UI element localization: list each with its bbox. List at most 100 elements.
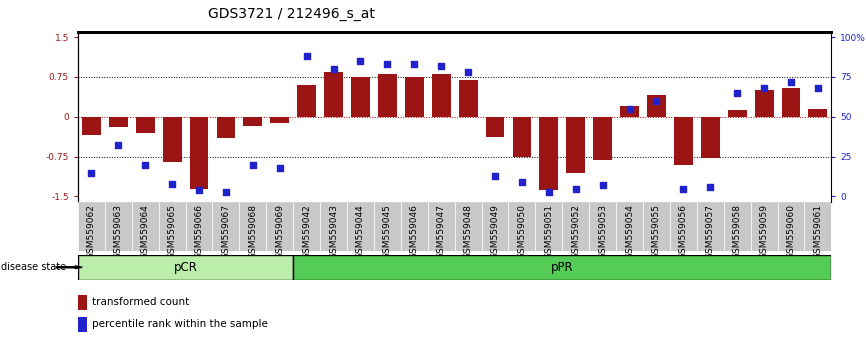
- Point: [85, 170, 99, 175]
- Bar: [513, 117, 532, 156]
- Bar: [212, 202, 239, 251]
- Text: GSM559043: GSM559043: [329, 204, 338, 259]
- Point: [219, 189, 233, 194]
- Bar: [294, 202, 320, 251]
- Bar: [589, 202, 616, 251]
- Text: disease state: disease state: [1, 262, 66, 272]
- Text: GSM559054: GSM559054: [625, 204, 634, 259]
- Bar: [294, 255, 831, 280]
- Point: [300, 53, 313, 59]
- Bar: [78, 202, 105, 251]
- Bar: [481, 202, 508, 251]
- Bar: [566, 117, 585, 172]
- Bar: [267, 202, 294, 251]
- Bar: [754, 90, 773, 117]
- Text: GSM559061: GSM559061: [813, 204, 823, 259]
- Bar: [185, 202, 212, 251]
- Bar: [751, 202, 778, 251]
- Point: [165, 181, 179, 187]
- Bar: [78, 295, 87, 310]
- Bar: [674, 117, 693, 165]
- Bar: [459, 80, 477, 117]
- Text: GSM559052: GSM559052: [572, 204, 580, 259]
- Text: pPR: pPR: [551, 261, 573, 274]
- Bar: [701, 117, 720, 158]
- Text: GSM559063: GSM559063: [113, 204, 123, 259]
- Text: percentile rank within the sample: percentile rank within the sample: [92, 319, 268, 329]
- Text: GSM559055: GSM559055: [652, 204, 661, 259]
- Bar: [455, 202, 481, 251]
- Bar: [78, 317, 87, 332]
- Point: [407, 62, 421, 67]
- Bar: [670, 202, 697, 251]
- Bar: [727, 110, 746, 117]
- Bar: [809, 109, 827, 117]
- Point: [596, 183, 610, 188]
- Point: [246, 162, 260, 167]
- Point: [784, 79, 798, 85]
- Point: [515, 179, 529, 185]
- Bar: [562, 202, 589, 251]
- Bar: [158, 202, 185, 251]
- Point: [192, 187, 206, 193]
- Bar: [778, 202, 805, 251]
- Bar: [324, 72, 343, 117]
- Bar: [351, 77, 370, 117]
- Point: [703, 184, 717, 190]
- Bar: [216, 117, 236, 138]
- Text: GSM559059: GSM559059: [759, 204, 769, 259]
- Text: GSM559062: GSM559062: [87, 204, 96, 259]
- Bar: [243, 117, 262, 126]
- Point: [488, 173, 502, 178]
- Point: [462, 69, 475, 75]
- Bar: [805, 202, 831, 251]
- Text: GSM559069: GSM559069: [275, 204, 284, 259]
- Text: GSM559056: GSM559056: [679, 204, 688, 259]
- Point: [757, 85, 771, 91]
- Point: [730, 90, 744, 96]
- Text: transformed count: transformed count: [92, 297, 189, 307]
- Text: GSM559045: GSM559045: [383, 204, 392, 259]
- Bar: [374, 202, 401, 251]
- Bar: [401, 202, 428, 251]
- Bar: [163, 117, 182, 162]
- Text: GSM559058: GSM559058: [733, 204, 741, 259]
- Bar: [82, 117, 100, 135]
- Bar: [132, 202, 158, 251]
- Bar: [697, 202, 724, 251]
- Point: [380, 62, 394, 67]
- Point: [326, 66, 340, 72]
- Bar: [297, 85, 316, 117]
- Bar: [508, 202, 535, 251]
- Bar: [405, 77, 423, 117]
- Text: GDS3721 / 212496_s_at: GDS3721 / 212496_s_at: [208, 7, 375, 21]
- Point: [811, 85, 824, 91]
- Bar: [136, 117, 155, 133]
- Point: [542, 189, 556, 194]
- Bar: [540, 117, 559, 190]
- Text: GSM559047: GSM559047: [436, 204, 446, 259]
- Bar: [782, 88, 800, 117]
- Text: GSM559042: GSM559042: [302, 204, 311, 259]
- Point: [623, 106, 637, 112]
- Point: [569, 185, 583, 191]
- Text: GSM559064: GSM559064: [140, 204, 150, 259]
- Text: pCR: pCR: [174, 261, 197, 274]
- Point: [112, 143, 126, 148]
- Text: GSM559066: GSM559066: [195, 204, 204, 259]
- Text: GSM559057: GSM559057: [706, 204, 714, 259]
- Text: GSM559049: GSM559049: [490, 204, 500, 259]
- Text: GSM559065: GSM559065: [168, 204, 177, 259]
- Text: GSM559053: GSM559053: [598, 204, 607, 259]
- Bar: [643, 202, 670, 251]
- Bar: [78, 255, 294, 280]
- Text: GSM559068: GSM559068: [249, 204, 257, 259]
- Text: GSM559050: GSM559050: [517, 204, 527, 259]
- Bar: [320, 202, 347, 251]
- Bar: [647, 95, 666, 117]
- Bar: [378, 74, 397, 117]
- Bar: [724, 202, 751, 251]
- Point: [139, 162, 152, 167]
- Point: [353, 58, 367, 64]
- Bar: [432, 74, 450, 117]
